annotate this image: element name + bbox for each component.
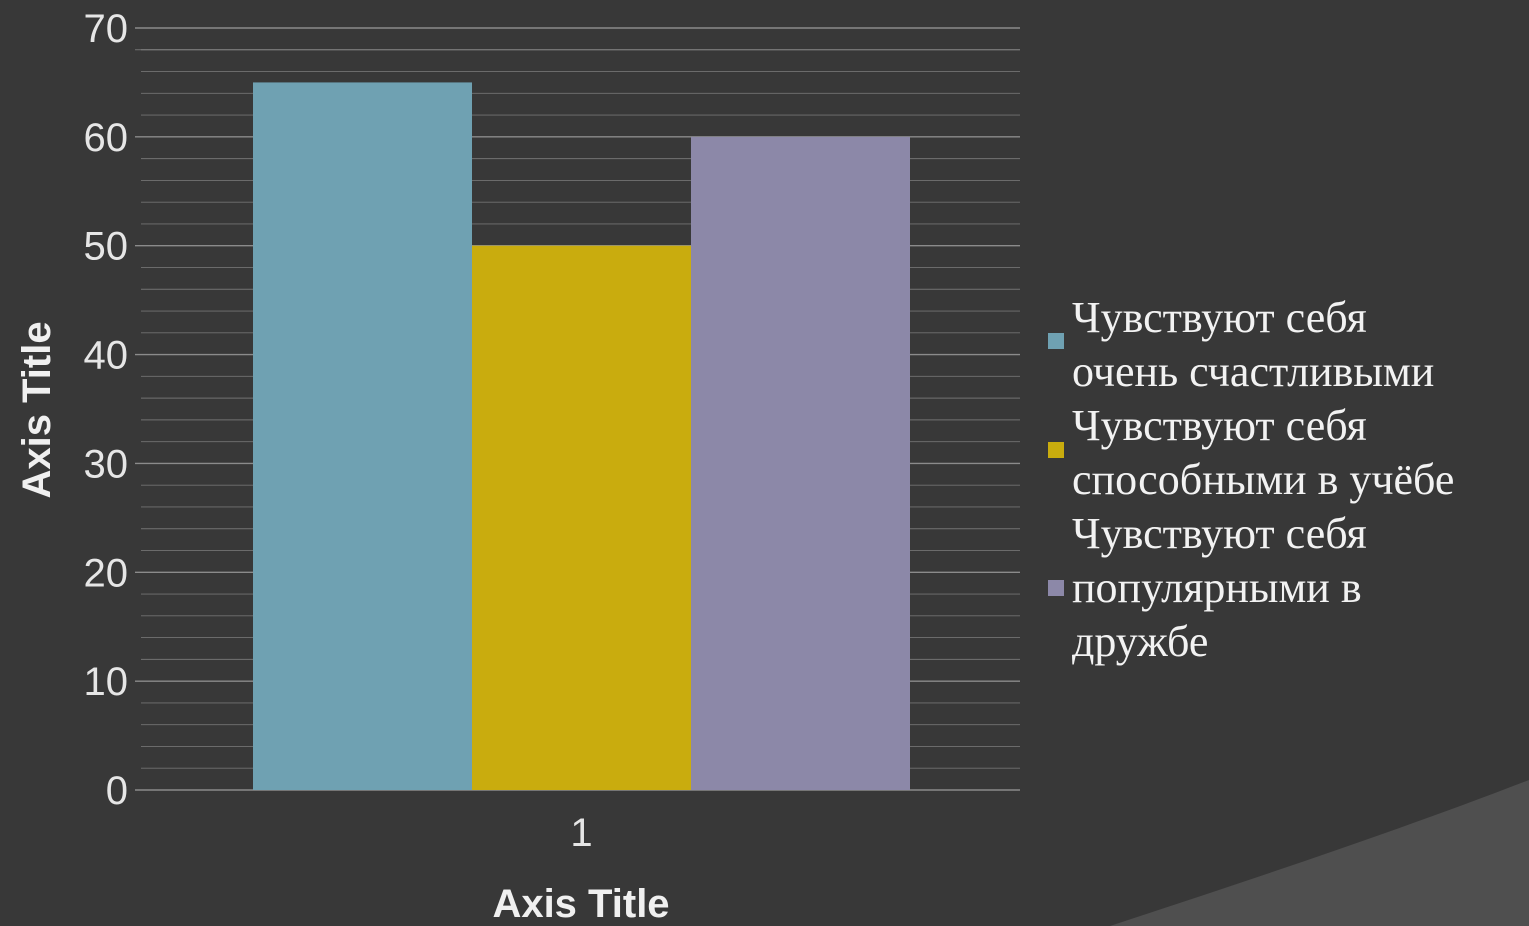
y-tick-label: 40	[84, 334, 129, 378]
y-tick-label: 20	[84, 551, 129, 595]
legend-swatch	[1048, 580, 1064, 596]
bar	[472, 245, 691, 790]
legend-item: Чувствуют себя популярными в дружбе	[1048, 509, 1367, 666]
y-tick-label: 60	[84, 116, 129, 160]
legend: Чувствуют себя очень счастливымиЧувствуют…	[1048, 293, 1454, 666]
bars	[253, 82, 910, 790]
bar	[691, 136, 910, 790]
legend-item: Чувствуют себя способными в учёбе	[1048, 401, 1454, 504]
y-tick-label: 50	[84, 225, 129, 269]
y-tick-labels: 0 10 20 30 40 50 60 70	[84, 7, 129, 813]
legend-item: Чувствуют себя очень счастливыми	[1048, 293, 1434, 396]
y-tick-label: 70	[84, 7, 129, 51]
y-tick-label: 0	[106, 769, 128, 813]
y-tick-label: 30	[84, 442, 129, 486]
y-axis-title: Axis Title	[15, 321, 59, 498]
corner-swoosh	[1110, 780, 1529, 926]
legend-label: Чувствуют себя очень счастливыми	[1072, 293, 1434, 396]
legend-swatch	[1048, 333, 1064, 349]
x-axis-title: Axis Title	[492, 882, 669, 926]
legend-label: Чувствуют себя популярными в дружбе	[1072, 509, 1367, 666]
y-tick-label: 10	[84, 660, 129, 704]
x-tick-labels: 1	[570, 811, 592, 855]
legend-swatch	[1048, 442, 1064, 458]
x-tick-label: 1	[570, 811, 592, 855]
bar	[253, 82, 472, 790]
legend-label: Чувствуют себя способными в учёбе	[1072, 401, 1454, 504]
